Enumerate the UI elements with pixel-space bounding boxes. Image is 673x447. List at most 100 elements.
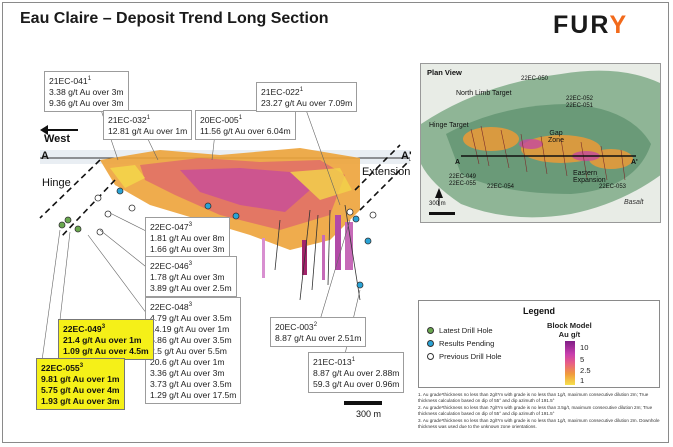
callout-line: 5.86 g/t Au over 3.5m — [150, 334, 232, 345]
callout-hole-id: 21EC-022 — [261, 86, 300, 97]
callout-22EC-046: 22EC-0463 1.78 g/t Au over 3m 3.89 g/t A… — [145, 256, 237, 297]
logo-accent: Y — [609, 11, 629, 39]
section-a-prime-label: A' — [401, 150, 412, 162]
plan-label-22EC-051: 22EC-051 — [566, 103, 594, 109]
footnote-marker: 3 — [188, 302, 193, 308]
legend-label: Results Pending — [439, 339, 495, 348]
callout-line: 5.75 g/t Au over 4m — [41, 384, 120, 395]
footnote-marker: 1 — [299, 87, 304, 93]
scale-bar — [344, 401, 382, 405]
results-pending-icon — [427, 340, 434, 347]
callout-line: 21.4 g/t Au over 1m — [63, 334, 142, 345]
callout-line: 1.93 g/t Au over 3m — [41, 395, 120, 406]
plan-label-22EC-049: 22EC-049 — [449, 174, 477, 180]
callout-line: 9.81 g/t Au over 1m — [41, 373, 120, 384]
fury-logo: FURY — [553, 11, 628, 40]
structure-lines — [39, 144, 411, 239]
block-model-label: Block Model — [547, 321, 592, 330]
footnote-marker: 3 — [188, 261, 193, 267]
plan-north-arrow-icon — [435, 188, 443, 206]
plan-label-22EC-053: 22EC-053 — [599, 184, 627, 190]
callout-line: 2.5 g/t Au over 5.5m — [150, 345, 227, 356]
callout-line: 8.87 g/t Au over 2.88m — [313, 367, 400, 378]
plan-view-title: Plan View — [427, 68, 462, 77]
callout-line: 3.73 g/t Au over 3.5m — [150, 378, 232, 389]
footnote-marker: 3 — [188, 222, 193, 228]
plan-drill-traces — [470, 125, 626, 181]
callout-22EC-048: 22EC-0483 4.79 g/t Au over 3.5m 14.19 g/… — [145, 297, 242, 404]
callout-line: 3.38 g/t Au over 3m — [49, 86, 124, 97]
latest-drill-hole-icon — [427, 327, 434, 334]
drill-hole-markers — [58, 187, 377, 289]
callout-hole-id: 20EC-005 — [200, 114, 239, 125]
legend-label: Previous Drill Hole — [439, 352, 502, 361]
plan-view-inset: Plan View North Limb Target Hinge Target… — [420, 63, 661, 223]
plan-label-eastern-expansion: Eastern Expansion — [573, 170, 606, 184]
west-arrow-icon — [40, 125, 78, 135]
callout-20EC-005: 20EC-0051 11.56 g/t Au over 6.04m — [195, 110, 296, 140]
footnote-marker: 1 — [87, 76, 92, 82]
callout-21EC-022: 21EC-0221 23.27 g/t Au over 7.09m — [256, 82, 358, 112]
block-model-color-scale — [565, 341, 575, 385]
callout-21EC-032: 21EC-0321 12.81 g/t Au over 1m — [103, 110, 193, 140]
callout-line: 23.27 g/t Au over 7.09m — [261, 97, 353, 108]
footnote-marker: 2 — [313, 322, 318, 328]
legend-label: Latest Drill Hole — [439, 326, 493, 335]
callout-hole-id: 22EC-048 — [150, 301, 189, 312]
callout-line: 14.19 g/t Au over 1m — [150, 323, 230, 334]
scale-value: 2.5 — [580, 366, 591, 375]
callout-line: 1.66 g/t Au over 3m — [150, 243, 225, 254]
previous-drill-hole-icon — [427, 353, 434, 360]
legend-title: Legend — [522, 306, 555, 316]
callout-20EC-003: 20EC-0032 8.87 g/t Au over 2.51m — [270, 317, 367, 347]
callout-line: 1.78 g/t Au over 3m — [150, 271, 225, 282]
callout-line: 59.3 g/t Au over 0.96m — [313, 378, 400, 389]
hinge-label: Hinge — [42, 177, 71, 189]
callout-line: 11.56 g/t Au over 6.04m — [200, 125, 291, 136]
footnote-marker: 3 — [101, 324, 106, 330]
callout-hole-id: 21EC-013 — [313, 356, 352, 367]
plan-label-a-prime: A' — [631, 159, 638, 166]
page-title: Eau Claire – Deposit Trend Long Section — [20, 10, 329, 27]
plan-scale-bar — [429, 212, 455, 215]
callout-22EC-049: 22EC-0493 21.4 g/t Au over 1m 1.09 g/t A… — [58, 319, 154, 360]
callout-line: 12.81 g/t Au over 1m — [108, 125, 188, 136]
block-model-title: Block Model Au g/t — [547, 321, 592, 339]
plan-label-basalt: Basalt — [624, 199, 644, 206]
footnote-marker: 1 — [238, 115, 243, 121]
callout-21EC-041: 21EC-0411 3.38 g/t Au over 3m 9.36 g/t A… — [44, 71, 129, 112]
scale-value: 5 — [580, 355, 585, 364]
plan-view-map — [421, 64, 660, 222]
callout-line: 1.09 g/t Au over 4.5m — [63, 345, 149, 356]
plan-label-a: A — [455, 159, 461, 166]
footnote: 3. Au grade*thickness no less than 2g/t*… — [418, 417, 660, 430]
callout-21EC-013: 21EC-0131 8.87 g/t Au over 2.88m 59.3 g/… — [308, 352, 405, 393]
footnote-marker: 3 — [79, 363, 84, 369]
legend-item-pending: Results Pending — [427, 339, 494, 348]
footnote-marker: 1 — [146, 115, 151, 121]
plan-label-north-limb: North Limb Target — [456, 90, 512, 97]
callout-line: 8.87 g/t Au over 2.51m — [275, 332, 362, 343]
plan-label-hinge: Hinge Target — [429, 122, 469, 129]
plan-label-gap-zone: Gap Zone — [548, 130, 564, 144]
footnote: 1. Au grade*thickness no less than 2g/t*… — [418, 392, 649, 404]
callout-hole-id: 21EC-041 — [49, 75, 88, 86]
callout-22EC-047: 22EC-0473 1.81 g/t Au over 8m 1.66 g/t A… — [145, 217, 230, 258]
plan-label-22EC-055: 22EC-055 — [449, 181, 477, 187]
legend-box: Legend Latest Drill Hole Results Pending… — [418, 300, 660, 388]
plan-label-22EC-054: 22EC-054 — [487, 184, 515, 190]
scale-value: 1 — [580, 376, 585, 385]
section-a-label: A — [41, 150, 49, 162]
legend-item-latest: Latest Drill Hole — [427, 326, 493, 335]
callout-line: 3.36 g/t Au over 3m — [150, 367, 225, 378]
callout-hole-id: 21EC-032 — [108, 114, 147, 125]
scale-value: 10 — [580, 343, 589, 352]
footnotes: 1. Au grade*thickness no less than 2g/t*… — [418, 392, 664, 430]
callout-line: 4.79 g/t Au over 3.5m — [150, 312, 232, 323]
plan-label-22EC-050: 22EC-050 — [521, 76, 549, 82]
scale-bar-label: 300 m — [356, 409, 382, 419]
logo-text: FUR — [553, 11, 610, 39]
callout-line: 9.36 g/t Au over 3m — [49, 97, 124, 108]
footnote-marker: 1 — [351, 357, 356, 363]
